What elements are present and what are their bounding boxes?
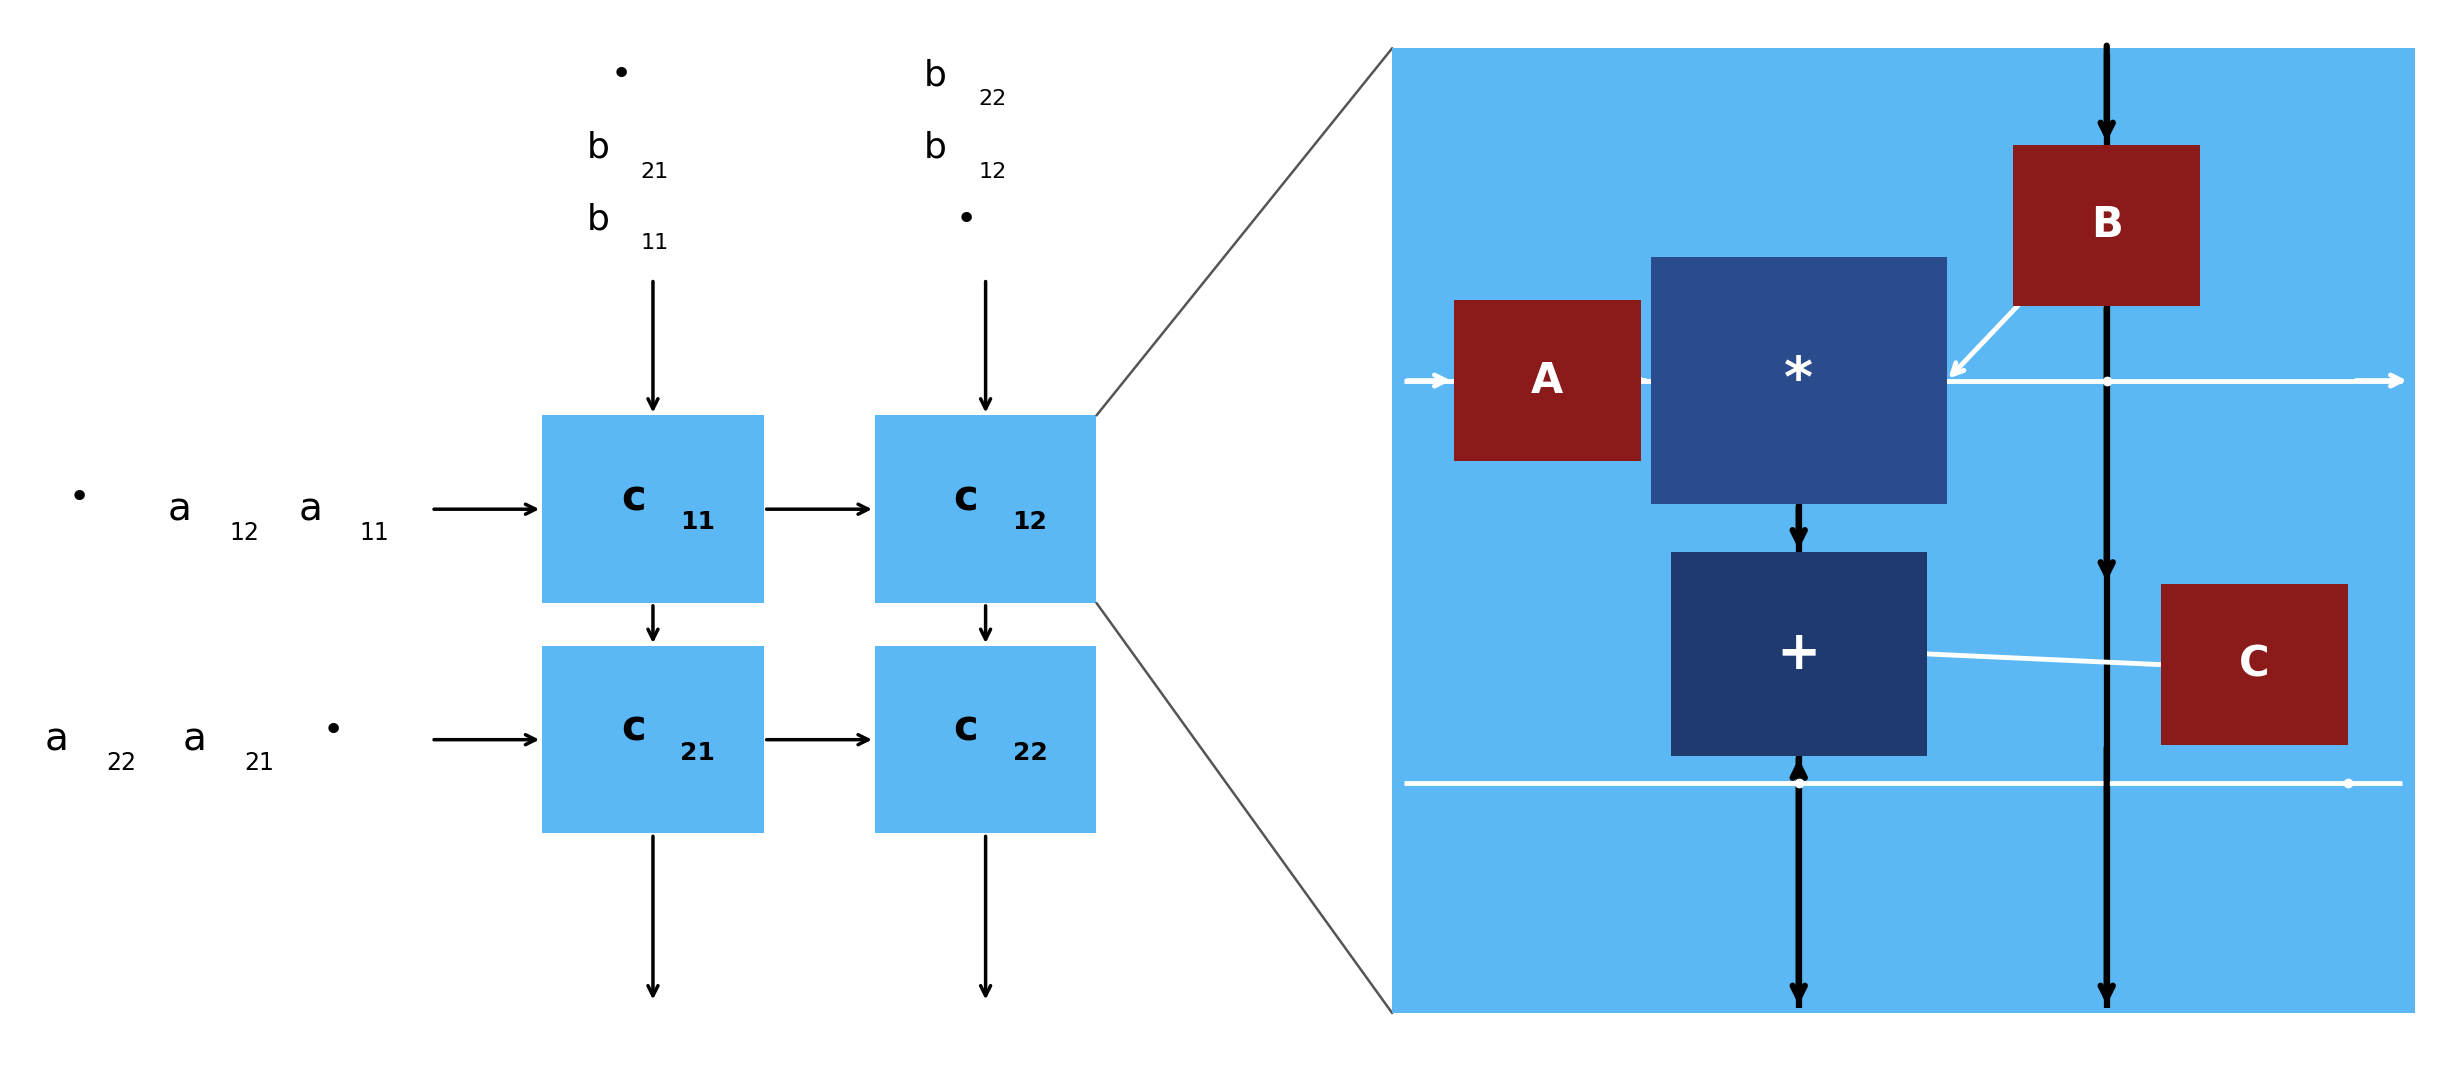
Text: c: c (621, 477, 646, 520)
Text: a: a (168, 490, 192, 528)
FancyBboxPatch shape (1392, 48, 2415, 1013)
Text: *: * (1784, 354, 1814, 407)
Text: •: • (69, 481, 91, 516)
Text: a: a (298, 490, 323, 528)
Text: b: b (586, 203, 609, 237)
FancyBboxPatch shape (1651, 257, 1947, 504)
FancyBboxPatch shape (875, 645, 1096, 834)
Text: •: • (956, 203, 978, 237)
Text: 21: 21 (641, 162, 668, 181)
Text: 21: 21 (680, 741, 715, 764)
FancyBboxPatch shape (1671, 552, 1927, 756)
Text: C: C (2240, 643, 2269, 686)
Text: c: c (954, 708, 978, 750)
Text: b: b (924, 58, 946, 92)
Text: B: B (2092, 204, 2122, 247)
Text: 12: 12 (978, 162, 1005, 181)
Text: A: A (1530, 359, 1565, 402)
Text: 11: 11 (641, 234, 668, 253)
Text: 22: 22 (1013, 741, 1047, 764)
Text: 11: 11 (680, 510, 715, 534)
FancyBboxPatch shape (2161, 584, 2348, 745)
Text: c: c (621, 708, 646, 750)
Text: 12: 12 (1013, 510, 1047, 534)
FancyBboxPatch shape (875, 415, 1096, 602)
Text: +: + (1777, 628, 1821, 680)
Text: a: a (182, 720, 207, 759)
Text: 22: 22 (978, 89, 1005, 108)
Text: b: b (586, 131, 609, 165)
FancyBboxPatch shape (542, 645, 764, 834)
Text: a: a (44, 720, 69, 759)
Text: b: b (924, 131, 946, 165)
Text: 11: 11 (360, 521, 389, 545)
FancyBboxPatch shape (1454, 300, 1641, 461)
Text: c: c (954, 477, 978, 520)
Text: •: • (611, 58, 633, 92)
Text: 21: 21 (244, 751, 274, 775)
FancyBboxPatch shape (2013, 145, 2200, 306)
Text: 12: 12 (229, 521, 259, 545)
Text: 22: 22 (106, 751, 136, 775)
FancyBboxPatch shape (542, 415, 764, 602)
Text: •: • (323, 714, 345, 748)
